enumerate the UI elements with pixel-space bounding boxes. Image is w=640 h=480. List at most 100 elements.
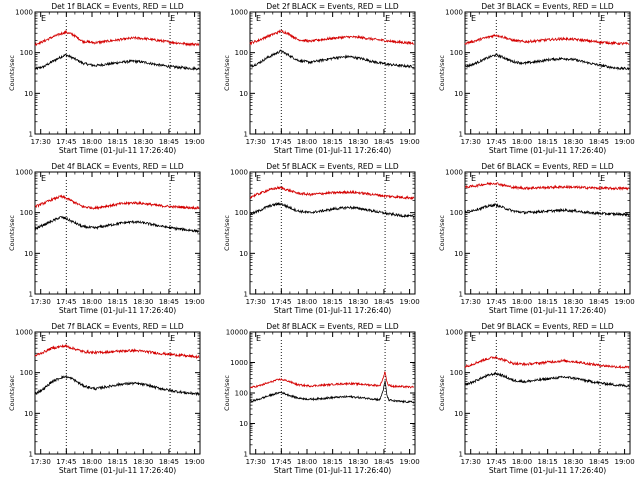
x-tick-label: 19:00 xyxy=(184,458,204,466)
event-flag-label: E xyxy=(41,174,46,183)
event-flag-label: E xyxy=(256,334,261,343)
series-line-events xyxy=(249,49,415,69)
x-tick-label: 18:15 xyxy=(108,298,128,306)
x-tick-label: 18:00 xyxy=(297,298,317,306)
x-tick-label: 19:00 xyxy=(614,138,634,146)
event-flag-label: E xyxy=(256,14,261,23)
series-line-lld xyxy=(249,185,415,201)
x-tick-label: 18:00 xyxy=(512,458,532,466)
x-axis-label: Start Time (01-Jul-11 17:26:40) xyxy=(59,306,176,315)
y-tick-label: 10 xyxy=(454,410,463,418)
series-line-lld xyxy=(35,194,200,211)
y-tick-label: 10 xyxy=(239,420,248,428)
y-tick-label: 10 xyxy=(239,250,248,258)
x-axis-label: Start Time (01-Jul-11 17:26:40) xyxy=(489,146,606,155)
y-tick-label: 100 xyxy=(235,49,248,57)
x-tick-label: 17:30 xyxy=(461,458,481,466)
series-line-lld xyxy=(464,356,630,369)
y-tick-label: 1000 xyxy=(15,169,33,177)
x-tick-label: 19:00 xyxy=(399,138,419,146)
y-axis-label: Counts/sec xyxy=(438,375,446,411)
x-tick-label: 19:00 xyxy=(614,298,634,306)
y-tick-label: 1000 xyxy=(445,169,463,177)
plot-frame xyxy=(464,171,631,295)
y-axis-label: Counts/sec xyxy=(438,215,446,251)
x-axis-label: Start Time (01-Jul-11 17:26:40) xyxy=(489,466,606,475)
y-tick-label: 1000 xyxy=(15,329,33,337)
x-tick-label: 18:30 xyxy=(133,298,153,306)
y-axis-label: Counts/sec xyxy=(8,55,16,91)
y-tick-label: 10 xyxy=(454,250,463,258)
x-tick-label: 18:00 xyxy=(512,138,532,146)
y-tick-label: 1 xyxy=(244,131,248,139)
x-tick-label: 18:30 xyxy=(133,138,153,146)
x-tick-label: 17:45 xyxy=(486,298,506,306)
y-tick-label: 1 xyxy=(244,291,248,299)
x-tick-label: 18:45 xyxy=(589,458,609,466)
x-tick-label: 17:45 xyxy=(486,458,506,466)
y-tick-label: 1000 xyxy=(230,9,248,17)
x-tick-label: 18:15 xyxy=(323,298,343,306)
x-tick-label: 18:15 xyxy=(538,298,558,306)
x-tick-label: 18:45 xyxy=(374,138,394,146)
detector-panel: Det 4f BLACK = Events, RED = LLD 1 10 100 10… xyxy=(8,162,205,315)
x-tick-label: 17:30 xyxy=(461,298,481,306)
x-tick-label: 18:30 xyxy=(133,458,153,466)
x-tick-label: 18:30 xyxy=(563,458,583,466)
x-tick-label: 18:00 xyxy=(82,298,102,306)
y-tick-label: 100 xyxy=(20,209,33,217)
series-line-events xyxy=(34,374,200,397)
x-axis-label: Start Time (01-Jul-11 17:26:40) xyxy=(489,306,606,315)
event-flag-label: E xyxy=(385,14,390,23)
plot-frame xyxy=(249,331,416,455)
x-axis-label: Start Time (01-Jul-11 17:26:40) xyxy=(274,146,391,155)
x-tick-label: 17:45 xyxy=(271,458,291,466)
x-tick-label: 18:15 xyxy=(108,458,128,466)
x-tick-label: 18:00 xyxy=(512,298,532,306)
x-tick-label: 17:45 xyxy=(271,298,291,306)
detector-panel: Det 3f BLACK = Events, RED = LLD 1 10 100 10… xyxy=(438,2,635,155)
y-tick-label: 10 xyxy=(239,90,248,98)
x-tick-label: 17:30 xyxy=(246,138,266,146)
plot-frame xyxy=(464,11,631,135)
x-tick-label: 18:15 xyxy=(323,458,343,466)
event-flag-label: E xyxy=(385,334,390,343)
detector-panel: Det 8f BLACK = Events, RED = LLD 1 10 100 10… xyxy=(223,322,420,475)
x-tick-label: 17:30 xyxy=(461,138,481,146)
x-tick-label: 18:15 xyxy=(323,138,343,146)
detector-panel: Det 9f BLACK = Events, RED = LLD 1 10 100 10… xyxy=(438,322,635,475)
x-tick-label: 18:45 xyxy=(374,298,394,306)
x-tick-label: 19:00 xyxy=(184,138,204,146)
series-line-lld xyxy=(34,343,200,360)
y-tick-label: 100 xyxy=(450,369,463,377)
detector-panel: Det 7f BLACK = Events, RED = LLD 1 10 100 10… xyxy=(8,322,205,475)
y-tick-label: 1 xyxy=(29,451,33,459)
y-axis-label: Counts/sec xyxy=(223,375,231,411)
x-tick-label: 18:00 xyxy=(297,458,317,466)
y-tick-label: 1000 xyxy=(15,9,33,17)
x-tick-label: 18:45 xyxy=(374,458,394,466)
x-axis-label: Start Time (01-Jul-11 17:26:40) xyxy=(274,466,391,475)
x-tick-label: 17:30 xyxy=(31,298,51,306)
x-tick-label: 17:30 xyxy=(246,298,266,306)
series-line-events xyxy=(249,201,415,219)
x-tick-label: 18:30 xyxy=(348,138,368,146)
x-tick-label: 17:30 xyxy=(31,138,51,146)
y-tick-label: 100 xyxy=(20,369,33,377)
y-axis-label: Counts/sec xyxy=(8,215,16,251)
plot-frame xyxy=(249,11,416,135)
panel-title: Det 5f BLACK = Events, RED = LLD xyxy=(266,162,399,171)
x-axis-label: Start Time (01-Jul-11 17:26:40) xyxy=(59,146,176,155)
event-flag-label: E xyxy=(471,174,476,183)
x-tick-label: 17:45 xyxy=(56,458,76,466)
event-flag-label: E xyxy=(41,334,46,343)
detector-panel: Det 1f BLACK = Events, RED = LLD 1 10 100 10… xyxy=(8,2,205,155)
x-tick-label: 18:30 xyxy=(563,138,583,146)
series-line-events xyxy=(34,53,200,71)
event-flag-label: E xyxy=(600,14,605,23)
panel-title: Det 3f BLACK = Events, RED = LLD xyxy=(481,2,614,11)
y-tick-label: 10 xyxy=(24,90,33,98)
y-tick-label: 100 xyxy=(450,209,463,217)
y-tick-label: 1000 xyxy=(230,359,248,367)
x-tick-label: 17:45 xyxy=(56,298,76,306)
